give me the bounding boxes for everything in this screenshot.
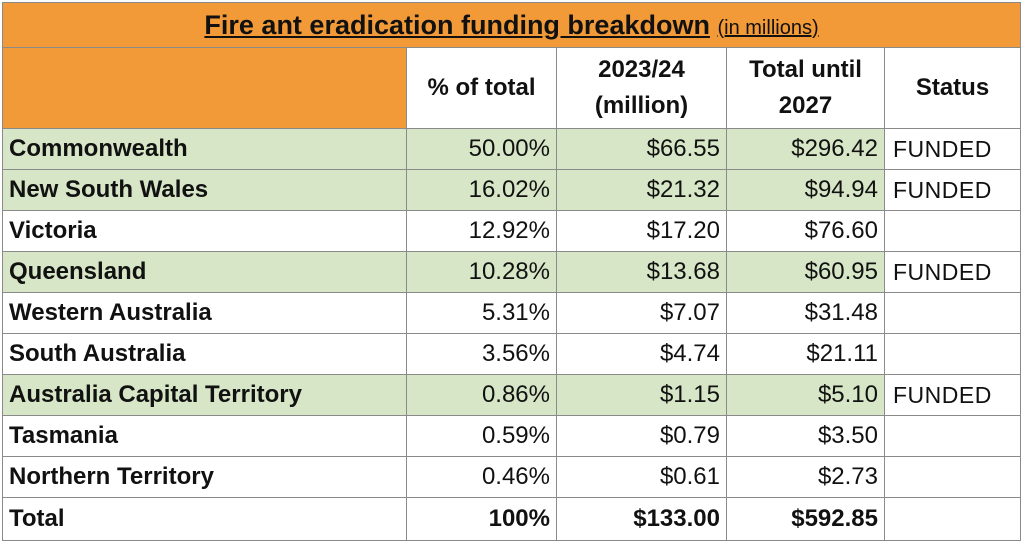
- row-name: Australia Capital Territory: [2, 374, 407, 416]
- total-year: $133.00: [556, 497, 727, 541]
- table-row: Northern Territory 0.46% $0.61 $2.73: [2, 456, 1022, 498]
- table-row: Western Australia 5.31% $7.07 $31.48: [2, 292, 1022, 334]
- row-year: $21.32: [556, 169, 727, 211]
- row-total: $5.10: [726, 374, 885, 416]
- table-row: South Australia 3.56% $4.74 $21.11: [2, 333, 1022, 375]
- row-name: Tasmania: [2, 415, 407, 457]
- table-row: Commonwealth 50.00% $66.55 $296.42 FUNDED: [2, 128, 1022, 170]
- row-name: Commonwealth: [2, 128, 407, 170]
- row-pct: 10.28%: [406, 251, 557, 293]
- row-name: Queensland: [2, 251, 407, 293]
- title-row: Fire ant eradication funding breakdown (…: [1, 2, 1022, 48]
- row-pct: 3.56%: [406, 333, 557, 375]
- row-total: $2.73: [726, 456, 885, 498]
- table-row: New South Wales 16.02% $21.32 $94.94 FUNDED: [2, 169, 1022, 211]
- table-row: Victoria 12.92% $17.20 $76.60: [2, 210, 1022, 252]
- row-status: FUNDED: [883, 128, 1022, 170]
- header-total: Total until 2027: [726, 47, 885, 129]
- row-status: FUNDED: [883, 374, 1022, 416]
- row-status: [883, 292, 1022, 334]
- row-year: $7.07: [556, 292, 727, 334]
- header-status: Status: [883, 47, 1022, 129]
- header-pct: % of total: [406, 47, 557, 129]
- total-row: Total 100% $133.00 $592.85: [2, 497, 1022, 541]
- row-year: $4.74: [556, 333, 727, 375]
- title-main: Fire ant eradication funding breakdown: [204, 9, 710, 40]
- row-year: $0.61: [556, 456, 727, 498]
- row-status: FUNDED: [883, 169, 1022, 211]
- table-row: Tasmania 0.59% $0.79 $3.50: [2, 415, 1022, 457]
- row-year: $17.20: [556, 210, 727, 252]
- table-title: Fire ant eradication funding breakdown (…: [1, 2, 1022, 48]
- row-status: [883, 456, 1022, 498]
- row-status: FUNDED: [883, 251, 1022, 293]
- funding-table: Fire ant eradication funding breakdown (…: [1, 2, 1022, 541]
- row-total: $3.50: [726, 415, 885, 457]
- row-status: [883, 415, 1022, 457]
- row-name: Western Australia: [2, 292, 407, 334]
- total-until-2027: $592.85: [726, 497, 885, 541]
- table-row: Australia Capital Territory 0.86% $1.15 $5.…: [2, 374, 1022, 416]
- row-name: Northern Territory: [2, 456, 407, 498]
- row-year: $66.55: [556, 128, 727, 170]
- total-pct: 100%: [406, 497, 557, 541]
- row-status: [883, 333, 1022, 375]
- table-body: Commonwealth 50.00% $66.55 $296.42 FUNDED New…: [2, 128, 1022, 498]
- row-status: [883, 210, 1022, 252]
- row-year: $0.79: [556, 415, 727, 457]
- row-total: $94.94: [726, 169, 885, 211]
- row-total: $76.60: [726, 210, 885, 252]
- row-total: $296.42: [726, 128, 885, 170]
- row-pct: 16.02%: [406, 169, 557, 211]
- total-label: Total: [2, 497, 407, 541]
- row-total: $31.48: [726, 292, 885, 334]
- row-total: $60.95: [726, 251, 885, 293]
- row-pct: 0.59%: [406, 415, 557, 457]
- header-row: % of total 2023/24 (million) Total until…: [2, 47, 1022, 129]
- row-year: $13.68: [556, 251, 727, 293]
- total-status: [883, 497, 1022, 541]
- row-name: Victoria: [2, 210, 407, 252]
- header-year: 2023/24 (million): [556, 47, 727, 129]
- row-year: $1.15: [556, 374, 727, 416]
- row-pct: 50.00%: [406, 128, 557, 170]
- title-unit: (in millions): [717, 16, 819, 39]
- row-name: South Australia: [2, 333, 407, 375]
- row-pct: 12.92%: [406, 210, 557, 252]
- row-pct: 0.46%: [406, 456, 557, 498]
- row-name: New South Wales: [2, 169, 407, 211]
- header-corner-cell: [2, 47, 407, 129]
- table-row: Queensland 10.28% $13.68 $60.95 FUNDED: [2, 251, 1022, 293]
- row-total: $21.11: [726, 333, 885, 375]
- row-pct: 0.86%: [406, 374, 557, 416]
- row-pct: 5.31%: [406, 292, 557, 334]
